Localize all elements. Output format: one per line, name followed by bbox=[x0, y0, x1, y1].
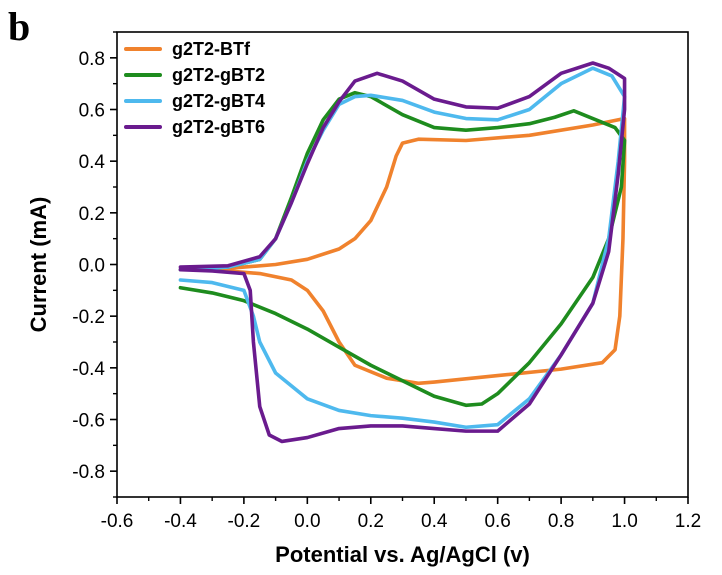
legend: g2T2-BTf g2T2-gBT2 g2T2-gBT4 g2T2-gBT6 bbox=[124, 39, 265, 137]
y-tick-label: -0.8 bbox=[72, 462, 105, 483]
y-tick-label: 0.2 bbox=[79, 204, 105, 225]
y-tick-label: 0.6 bbox=[79, 101, 105, 122]
y-tick-label: 0.0 bbox=[79, 256, 105, 277]
x-tick-label: 0.2 bbox=[358, 511, 384, 532]
x-axis-label: Potential vs. Ag/AgCl (v) bbox=[275, 542, 530, 567]
series-line-g2t2-gbt6 bbox=[178, 61, 627, 444]
x-tick-label: 0.4 bbox=[421, 511, 448, 532]
legend-label: g2T2-gBT6 bbox=[172, 117, 265, 137]
y-tick-label: 0.8 bbox=[79, 49, 105, 70]
axis-ticks-group: -0.6 -0.4 -0.2 0.0 0.2 0.4 0.6 0.8 1.0 1.2 -0.8 -0.… bbox=[72, 31, 701, 532]
series-line-g2t2-btf bbox=[178, 116, 627, 386]
plot-series-group bbox=[178, 61, 627, 444]
y-tick-label: -0.6 bbox=[72, 411, 105, 432]
y-tick-label: -0.2 bbox=[72, 307, 105, 328]
y-axis-label: Current (mA) bbox=[26, 197, 51, 333]
y-tick-label: 0.4 bbox=[79, 152, 106, 173]
x-tick-label: -0.2 bbox=[228, 511, 261, 532]
series-line-g2t2-gbt2 bbox=[178, 90, 627, 408]
x-tick-label: -0.6 bbox=[101, 511, 134, 532]
legend-label: g2T2-gBT4 bbox=[172, 91, 265, 111]
x-tick-label: 0.8 bbox=[548, 511, 574, 532]
legend-label: g2T2-gBT2 bbox=[172, 65, 265, 85]
x-tick-label: 1.0 bbox=[611, 511, 637, 532]
legend-label: g2T2-BTf bbox=[172, 39, 251, 59]
x-tick-label: -0.4 bbox=[164, 511, 197, 532]
x-tick-label: 0.6 bbox=[484, 511, 510, 532]
y-tick-label: -0.4 bbox=[72, 359, 105, 380]
panel-label: b bbox=[8, 4, 30, 49]
x-tick-label: 0.0 bbox=[294, 511, 320, 532]
x-tick-label: 1.2 bbox=[675, 511, 701, 532]
